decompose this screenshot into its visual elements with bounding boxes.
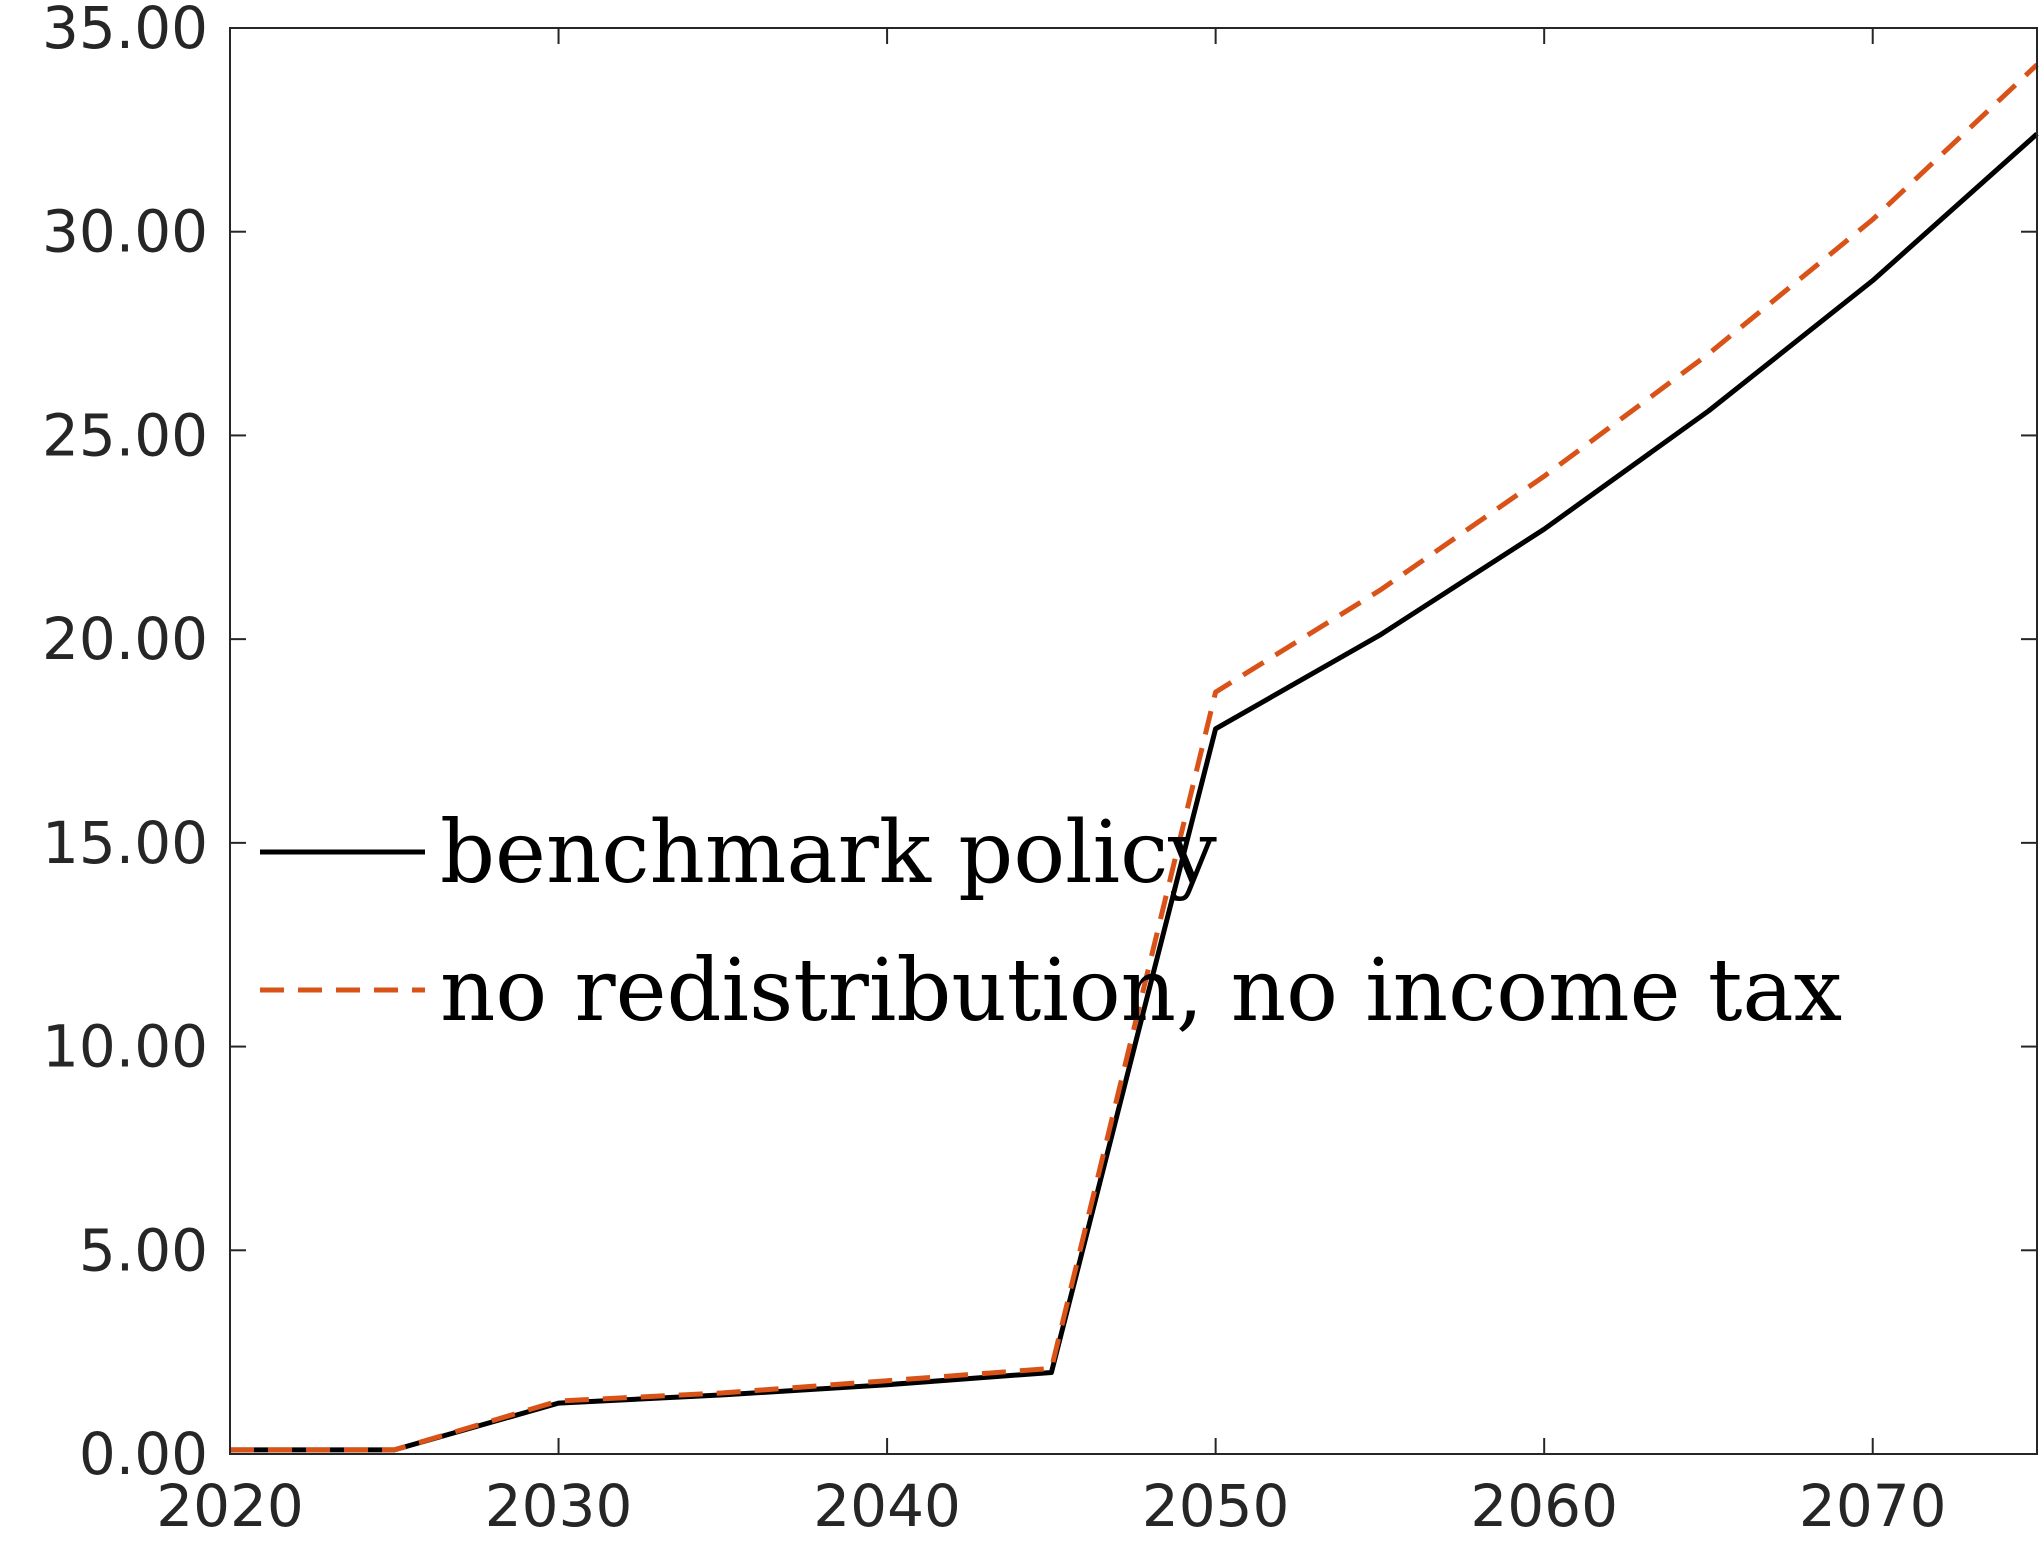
legend-label-benchmark: benchmark policy — [440, 803, 1217, 903]
y-tick-label: 25.00 — [42, 401, 208, 469]
y-tick-label: 35.00 — [42, 0, 208, 62]
legend: benchmark policy no redistribution, no i… — [260, 803, 1842, 1041]
series-line-1 — [230, 62, 2039, 1453]
series-line-0 — [230, 132, 2039, 1453]
plot-frame — [229, 27, 2038, 1455]
series-layer — [230, 62, 2039, 1453]
y-tick-label: 5.00 — [79, 1216, 208, 1284]
y-tick-label: 10.00 — [42, 1013, 208, 1081]
y-tick-label: 15.00 — [42, 809, 208, 877]
y-tick-label: 0.00 — [79, 1420, 208, 1488]
x-tick-label: 2040 — [813, 1472, 961, 1540]
y-tick-label: 20.00 — [42, 605, 208, 673]
legend-label-no-redistribution: no redistribution, no income tax — [440, 941, 1842, 1041]
x-tick-label: 2060 — [1470, 1472, 1618, 1540]
y-tick-label: 30.00 — [42, 198, 208, 266]
x-tick-label: 2020 — [156, 1472, 304, 1540]
x-tick-label: 2030 — [485, 1472, 633, 1540]
x-tick-label: 2070 — [1799, 1472, 1947, 1540]
x-tick-label: 2050 — [1142, 1472, 1290, 1540]
axes-layer: 2020 2030 2040 2050 2060 2070 0.00 5.00 10.00 15.… — [42, 0, 2038, 1540]
